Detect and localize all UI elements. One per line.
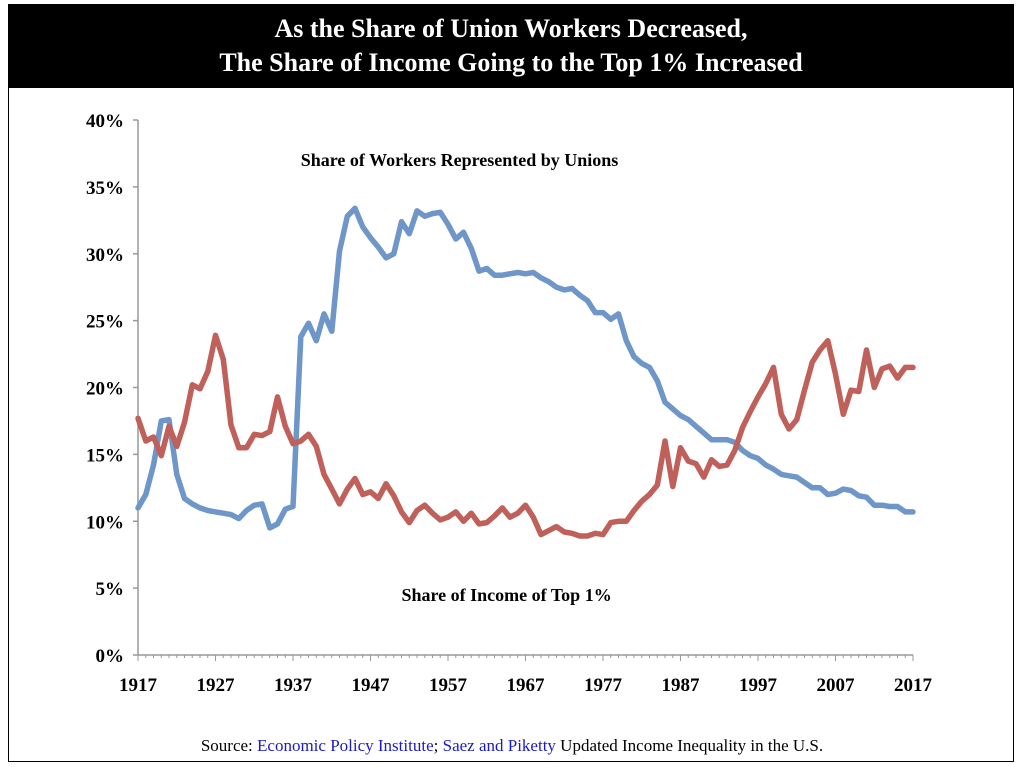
x-tick-label: 1957 — [429, 675, 468, 696]
x-tick-label: 2007 — [817, 675, 856, 696]
figure-frame: As the Share of Union Workers Decreased,… — [8, 4, 1014, 762]
chart-title-line-1: As the Share of Union Workers Decreased, — [274, 14, 748, 43]
x-tick-label: 1967 — [507, 675, 546, 696]
y-tick-label: 20% — [86, 379, 124, 400]
chart-title-line-2: The Share of Income Going to the Top 1% … — [219, 48, 803, 77]
y-tick-label: 5% — [96, 579, 125, 600]
source-link-saez-piketty[interactable]: Saez and Piketty — [442, 736, 556, 755]
x-tick-label: 1997 — [739, 675, 778, 696]
source-suffix: Updated Income Inequality in the U.S. — [555, 736, 824, 755]
x-tick-label: 2017 — [894, 675, 933, 696]
title-banner: As the Share of Union Workers Decreased,… — [9, 5, 1013, 88]
series-line-union — [135, 205, 916, 531]
source-note: Source: Economic Policy Institute; Saez … — [0, 736, 1024, 756]
y-tick-label: 0% — [96, 646, 125, 667]
x-tick-label: 1937 — [274, 675, 313, 696]
y-tick-label: 35% — [86, 178, 124, 199]
source-separator: ; — [433, 736, 443, 755]
y-tick-label: 25% — [86, 312, 124, 333]
x-tick-label: 1987 — [662, 675, 701, 696]
y-tick-label: 15% — [86, 445, 124, 466]
x-tick-label: 1917 — [119, 675, 158, 696]
chart-annotation: Share of Workers Represented by Unions — [301, 150, 619, 170]
y-tick-label: 40% — [86, 111, 124, 132]
chart-annotation: Share of Income of Top 1% — [402, 585, 612, 605]
x-tick-label: 1927 — [197, 675, 236, 696]
y-tick-label: 30% — [86, 245, 124, 266]
source-prefix: Source: — [200, 736, 258, 755]
y-tick-label: 10% — [86, 512, 124, 533]
x-tick-label: 1947 — [352, 675, 391, 696]
source-link-epi[interactable]: Economic Policy Institute — [257, 736, 434, 755]
series-line-income — [135, 332, 916, 539]
x-tick-label: 1977 — [584, 675, 623, 696]
